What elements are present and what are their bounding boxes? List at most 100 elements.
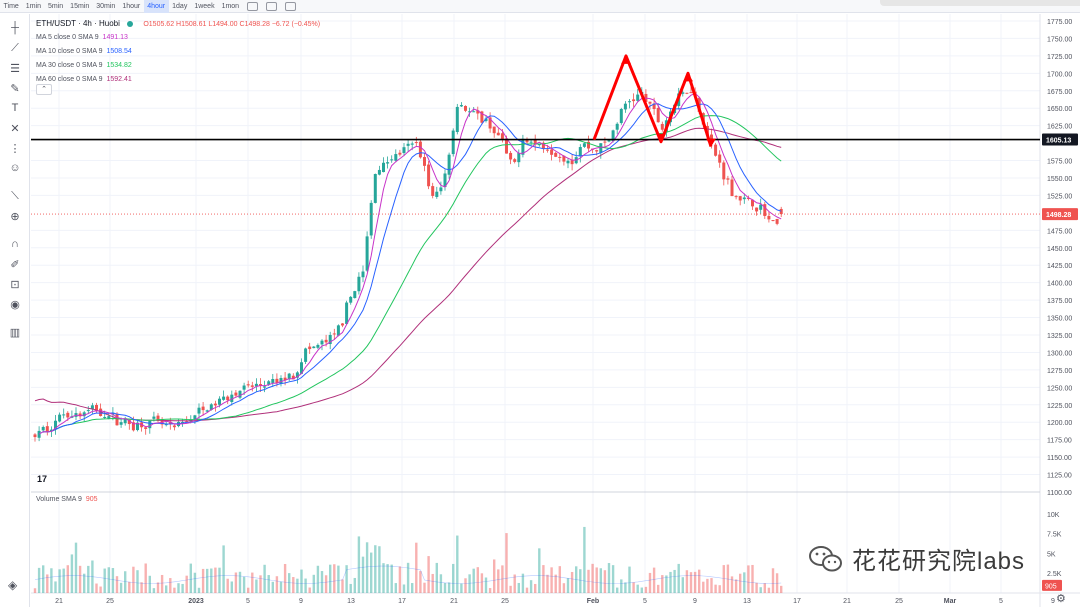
volume-bar [562, 583, 566, 593]
volume-bar [497, 569, 500, 593]
candle [377, 169, 381, 175]
candle [734, 196, 738, 198]
candle [447, 154, 451, 175]
timeframe-1week[interactable]: 1week [194, 2, 215, 10]
pencil-lock-icon[interactable]: ✐ [10, 258, 20, 271]
volume-bar [374, 545, 377, 593]
candle [714, 144, 718, 156]
screenshot-icon[interactable] [284, 1, 296, 11]
prediction-icon[interactable]: ⋮ [9, 142, 21, 155]
settings-gear-icon[interactable]: ⚙ [1056, 593, 1066, 605]
bar-style-icon[interactable] [246, 1, 258, 11]
volume-bar [591, 563, 594, 593]
volume-bar [386, 564, 389, 593]
candle [361, 271, 365, 278]
indicators-icon[interactable] [265, 1, 277, 11]
candle [566, 160, 570, 164]
timeframe-4hour[interactable]: 4hour [143, 0, 169, 13]
emoji-icon[interactable]: ☺ [9, 162, 21, 174]
volume-bar [525, 587, 529, 593]
timeframe-1hour[interactable]: 1hour [122, 2, 141, 10]
candle [185, 420, 189, 422]
ma10-value: 1508.54 [106, 48, 132, 55]
timeframe-1mon[interactable]: 1mon [221, 2, 240, 10]
candle [751, 199, 754, 207]
volume-bar [193, 572, 197, 593]
ma30-row[interactable]: MA 30 close 0 SMA 9 1534.82 [36, 59, 320, 73]
volume-bar [78, 565, 82, 593]
eye-icon[interactable]: ◉ [10, 298, 20, 311]
horizontal-lines-icon[interactable]: ☰ [10, 62, 20, 75]
candle [49, 429, 53, 432]
candle [308, 346, 312, 350]
volume-legend[interactable]: Volume SMA 9 905 [36, 496, 98, 503]
candle [570, 160, 574, 165]
volume-bar [616, 587, 619, 593]
volume-bar [681, 577, 684, 593]
candle [546, 149, 549, 151]
volume-bar [714, 584, 717, 593]
ma10-row[interactable]: MA 10 close 0 SMA 9 1508.54 [36, 45, 320, 59]
price-chart[interactable]: 1775.00 1750.00 1725.00 1700.00 1675.00 1650.… [31, 14, 1080, 607]
candle [254, 383, 258, 387]
trend-line-icon[interactable]: ⟋ [11, 41, 19, 54]
timeframe-time[interactable]: Time [3, 2, 19, 10]
volume-bar [607, 563, 611, 593]
timeframe-15min[interactable]: 15min [70, 2, 90, 10]
volume-bar [517, 582, 520, 593]
candle [222, 396, 226, 400]
symbol-title[interactable]: ETH/USDT · 4h · Huobi [36, 19, 120, 28]
volume-bar [570, 571, 574, 593]
text-icon[interactable]: T [11, 102, 19, 114]
time-tick-label: 9 [1051, 598, 1055, 605]
price-tick-label: 1125.00 [1047, 473, 1072, 480]
volume-bar [575, 566, 578, 593]
ma60-line [34, 127, 782, 422]
zoom-in-icon[interactable]: ⊕ [10, 210, 20, 223]
double-top-zigzag[interactable] [592, 54, 713, 148]
candle [295, 372, 299, 378]
volume-bar [771, 568, 775, 593]
ma5-line [38, 92, 782, 435]
candle [107, 416, 111, 419]
volume-bar [411, 583, 414, 593]
candle [767, 215, 771, 220]
timeframe-1day[interactable]: 1day [172, 2, 188, 10]
volume-bar [37, 567, 41, 593]
candle [476, 110, 480, 114]
volume-bar [353, 577, 356, 593]
volume-bar [587, 569, 590, 593]
tradingview-logo[interactable]: 17 [37, 474, 48, 484]
layers-icon[interactable]: ◈ [8, 578, 18, 592]
ma60-row[interactable]: MA 60 close 0 SMA 9 1592.41 [36, 73, 320, 87]
candle [484, 118, 488, 122]
candle [636, 94, 640, 101]
timeframe-30min[interactable]: 30min [96, 2, 116, 10]
lock-icon[interactable]: ⊡ [10, 278, 20, 291]
pattern-icon[interactable]: ✕ [10, 122, 20, 135]
ma5-row[interactable]: MA 5 close 0 SMA 9 1491.13 [36, 31, 320, 45]
legend-collapse-button[interactable]: ⌃ [36, 84, 52, 95]
candle [316, 344, 320, 348]
volume-bar [296, 578, 299, 593]
magnet-icon[interactable]: ∩ [11, 238, 19, 250]
candle [357, 276, 361, 292]
volume-bar [558, 566, 561, 593]
volume-bar [628, 566, 631, 593]
volume-bar [468, 574, 471, 593]
timeframe-1min[interactable]: 1min [25, 2, 41, 10]
candle [533, 139, 537, 145]
ruler-icon[interactable]: ⟍ [11, 189, 19, 202]
trash-icon[interactable]: ▥ [9, 326, 21, 339]
candle [259, 384, 262, 386]
time-tick-label: 25 [895, 598, 903, 605]
crosshair-icon[interactable]: ┼ [11, 22, 19, 34]
volume-bar [251, 572, 254, 593]
candle [607, 139, 611, 142]
volume-bar [259, 575, 262, 593]
brush-icon[interactable]: ✎ [10, 82, 20, 95]
price-tick-label: 1275.00 [1047, 368, 1072, 375]
volume-last-label-bg [1042, 579, 1062, 591]
candle [427, 164, 431, 187]
timeframe-5min[interactable]: 5min [47, 2, 64, 10]
